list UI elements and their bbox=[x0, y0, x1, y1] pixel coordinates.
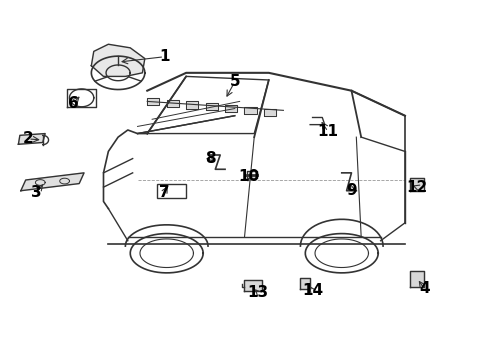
Text: 2: 2 bbox=[23, 131, 34, 147]
Text: 4: 4 bbox=[418, 282, 429, 296]
Polygon shape bbox=[21, 173, 84, 191]
Text: 11: 11 bbox=[317, 124, 338, 139]
Polygon shape bbox=[147, 98, 159, 105]
Text: 8: 8 bbox=[205, 151, 215, 166]
Polygon shape bbox=[244, 107, 256, 114]
Text: 14: 14 bbox=[302, 283, 323, 298]
Text: 9: 9 bbox=[346, 183, 356, 198]
Text: 5: 5 bbox=[229, 74, 240, 89]
Text: 1: 1 bbox=[159, 49, 169, 64]
Polygon shape bbox=[166, 100, 179, 107]
Text: 7: 7 bbox=[159, 185, 169, 200]
Polygon shape bbox=[91, 44, 144, 76]
Polygon shape bbox=[300, 278, 309, 289]
Text: 12: 12 bbox=[406, 180, 427, 195]
Text: 6: 6 bbox=[68, 96, 79, 111]
Text: 13: 13 bbox=[247, 285, 268, 300]
Text: 3: 3 bbox=[31, 185, 41, 200]
Polygon shape bbox=[186, 102, 198, 109]
Polygon shape bbox=[409, 178, 424, 191]
Polygon shape bbox=[409, 271, 424, 287]
Text: 10: 10 bbox=[238, 169, 260, 184]
Polygon shape bbox=[205, 103, 217, 111]
Polygon shape bbox=[19, 134, 45, 144]
Bar bbox=[157, 184, 186, 198]
Polygon shape bbox=[264, 109, 276, 116]
Polygon shape bbox=[244, 280, 261, 291]
Polygon shape bbox=[224, 105, 237, 112]
